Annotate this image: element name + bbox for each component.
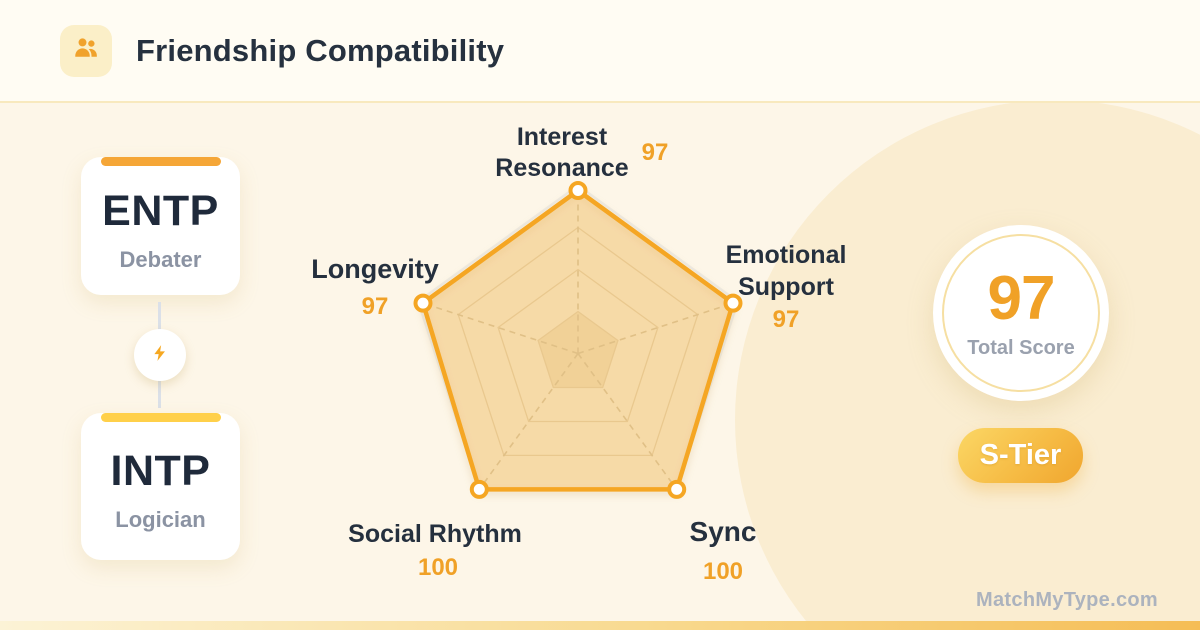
bottom-accent-bar — [0, 621, 1200, 630]
tier-badge: S-Tier — [958, 428, 1083, 483]
axis-value-social-rhythm: 100 — [417, 554, 459, 581]
page-title: Friendship Compatibility — [136, 32, 505, 68]
axis-label-longevity: Longevity — [311, 254, 439, 284]
entp-type-code: ENTP — [102, 186, 219, 235]
intp-type-code: INTP — [110, 447, 211, 495]
axis-value-sync: 100 — [702, 558, 744, 585]
axis-label-interest-resonance: Interest Resonance — [495, 123, 629, 182]
header-icon-box — [60, 24, 112, 77]
axis-label-social-rhythm: Social Rhythm — [348, 520, 522, 548]
people-icon — [72, 34, 100, 67]
entp-accent-bar — [100, 157, 221, 166]
total-score-circle: 97 Total Score — [933, 225, 1109, 401]
axis-label-sync: Sync — [689, 516, 757, 547]
watermark: MatchMyType.com — [976, 589, 1158, 611]
axis-label-emotional-support: Emotional Support — [725, 241, 847, 301]
type-card-entp: ENTP Debater — [81, 157, 240, 295]
total-score-label: Total Score — [967, 337, 1075, 359]
axis-value-longevity: 97 — [361, 293, 389, 320]
connector-circle — [134, 329, 186, 381]
type-card-intp: INTP Logician — [81, 413, 240, 560]
axis-value-emotional-support: 97 — [772, 306, 800, 333]
entp-alias: Debater — [119, 246, 202, 272]
header: Friendship Compatibility — [0, 0, 1200, 103]
total-score-value: 97 — [987, 264, 1056, 333]
lightning-bolt-icon — [151, 344, 169, 367]
intp-alias: Logician — [115, 507, 206, 532]
axis-value-interest-resonance: 97 — [641, 139, 669, 166]
intp-accent-bar — [100, 413, 221, 422]
